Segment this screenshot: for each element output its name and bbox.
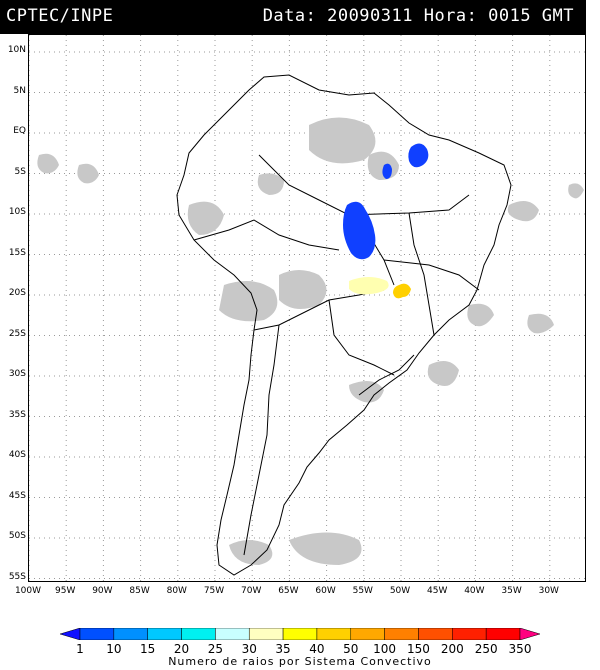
lon-tick-label: 70W xyxy=(241,586,262,596)
colorbar-segment xyxy=(485,628,521,640)
cloud-patch xyxy=(507,201,539,222)
coastline-borders xyxy=(176,74,512,576)
cloud-patch xyxy=(309,117,376,164)
lat-tick-label: 35S xyxy=(8,409,26,420)
lat-tick-label: 5S xyxy=(14,166,26,177)
lon-tick-label: 30W xyxy=(538,586,559,596)
colorbar-title: Numero de raios por Sistema Convectivo xyxy=(168,655,432,668)
lon-tick-label: 80W xyxy=(166,586,187,596)
colorbar-tick-label: 35 xyxy=(275,642,291,656)
state-border xyxy=(348,194,470,216)
lon-tick-label: 40W xyxy=(464,586,485,596)
cloud-patch xyxy=(257,173,284,195)
lat-tick-label: 50S xyxy=(8,531,26,541)
lightning-cluster-southern xyxy=(349,277,389,295)
state-border xyxy=(383,259,480,291)
lightning-cluster-central xyxy=(343,201,376,260)
lon-tick-label: 55W xyxy=(352,586,373,596)
south-america-map xyxy=(29,35,585,581)
lat-tick-label: 5N xyxy=(13,85,26,96)
lon-tick-label: 85W xyxy=(129,586,150,596)
colorbar-segment xyxy=(215,628,250,640)
lat-tick-label: 20S xyxy=(8,288,26,298)
map-panel xyxy=(28,34,586,582)
south-america-coastline xyxy=(176,74,512,576)
colorbar-segment xyxy=(418,628,453,640)
country-border xyxy=(193,219,340,251)
state-border xyxy=(408,212,435,336)
cloud-patch xyxy=(427,361,459,386)
cloud-patch xyxy=(37,153,59,174)
colorbar-tick-label: 10 xyxy=(106,642,122,656)
cloud-patch xyxy=(467,303,494,327)
lightning-clusters xyxy=(343,143,429,299)
lightning-cluster-northeast-2 xyxy=(382,163,392,179)
colorbar-tick-label: 100 xyxy=(373,642,397,656)
colorbar-tick-label: 150 xyxy=(407,642,430,656)
lat-tick-label: 30S xyxy=(8,369,26,379)
lat-tick-label: 55S xyxy=(8,571,26,582)
colorbar-arrow-right xyxy=(519,628,540,640)
map-header: CPTEC/INPE Data: 20090311 Hora: 0015 GMT xyxy=(0,0,586,34)
colorbar-tick-label: 15 xyxy=(140,642,156,656)
colorbar-segment xyxy=(147,628,182,640)
colorbar-tick-label: 350 xyxy=(508,642,532,656)
cloud-patch xyxy=(568,183,584,199)
lat-lon-grid xyxy=(29,35,585,581)
colorbar-segment xyxy=(113,628,148,640)
country-border xyxy=(243,324,280,556)
lat-tick-label: 10N xyxy=(7,45,26,55)
source-title: CPTEC/INPE xyxy=(6,6,114,26)
lon-tick-label: 100W xyxy=(14,586,42,596)
colorbar-segment xyxy=(350,628,385,640)
colorbar-tick-label: 1 xyxy=(76,642,84,656)
colorbar-tick-label: 50 xyxy=(343,642,359,656)
colorbar-segment xyxy=(181,628,216,640)
colorbar-tick-label: 250 xyxy=(474,642,498,656)
date-time-title: Data: 20090311 Hora: 0015 GMT xyxy=(262,6,574,26)
cloud-patch xyxy=(229,540,273,565)
lon-tick-label: 95W xyxy=(55,586,76,596)
lat-tick-label: 10S xyxy=(8,207,26,217)
colorbar-arrow-left xyxy=(60,628,81,640)
colorbar-segment xyxy=(79,628,115,640)
cloud-patch xyxy=(187,201,224,235)
colorbar-tick-label: 40 xyxy=(309,642,325,656)
colorbar-segment xyxy=(452,628,487,640)
lon-tick-label: 75W xyxy=(203,586,225,596)
colorbar-segment xyxy=(316,628,352,640)
cloud-patch xyxy=(527,313,554,334)
colorbar-tick-label: 20 xyxy=(173,642,190,656)
cloud-patch xyxy=(279,270,327,309)
lat-tick-label: 40S xyxy=(8,450,26,460)
lat-tick-label: EQ xyxy=(13,126,26,136)
lightning-colorbar xyxy=(60,628,540,640)
lon-tick-label: 90W xyxy=(92,586,113,596)
lat-tick-label: 15S xyxy=(8,247,26,258)
colorbar-tick-label: 200 xyxy=(440,642,464,656)
lat-tick-label: 25S xyxy=(8,328,26,339)
colorbar-segment xyxy=(282,628,318,640)
colorbar-segment xyxy=(384,628,419,640)
lightning-cluster-southeast xyxy=(393,283,411,299)
cloud-patch xyxy=(77,163,99,184)
lat-tick-label: 45S xyxy=(8,490,26,501)
lightning-cluster-northeast xyxy=(408,143,429,168)
lon-tick-label: 35W xyxy=(501,586,522,596)
lon-tick-label: 65W xyxy=(278,586,299,596)
cloud-patch xyxy=(219,281,278,322)
lon-tick-label: 50W xyxy=(389,586,411,596)
colorbar-tick-label: 25 xyxy=(207,642,224,656)
colorbar-segment xyxy=(248,628,284,640)
country-border xyxy=(328,299,395,376)
lon-tick-label: 45W xyxy=(427,586,448,596)
colorbar-tick-label: 30 xyxy=(241,642,257,656)
cloud-patch xyxy=(289,532,362,565)
country-border xyxy=(358,354,415,396)
cloud-patch xyxy=(349,381,384,403)
lon-tick-label: 60W xyxy=(315,586,336,596)
